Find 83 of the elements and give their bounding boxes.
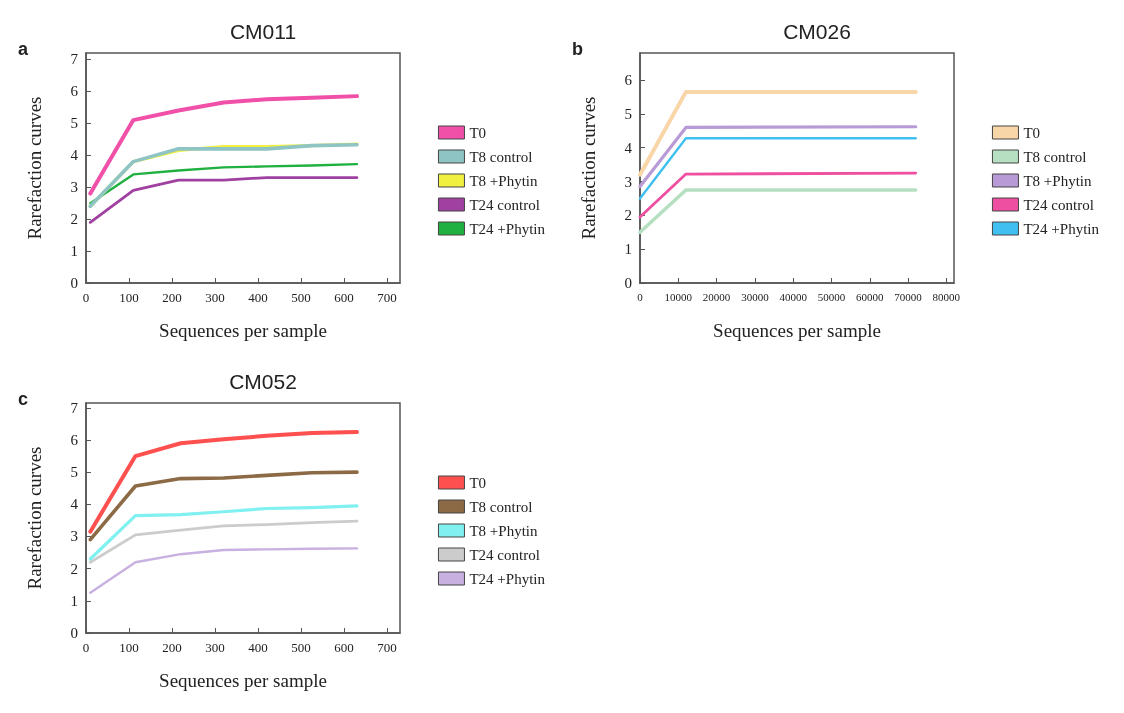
x-tick-label: 0 (637, 290, 644, 303)
y-tick-label: 5 (70, 115, 78, 132)
line-series (88, 176, 359, 224)
y-tick-label: 0 (70, 275, 78, 291)
x-tick-label: 100 (119, 640, 139, 655)
x-tick-label: 30000 (741, 290, 770, 303)
x-tick-label: 40000 (779, 290, 808, 303)
legend-label: T8 +Phytin (469, 172, 538, 189)
x-tick-label: 70000 (894, 290, 923, 303)
legend-label: T0 (469, 474, 487, 491)
x-tick-label: 60000 (856, 290, 885, 303)
x-tick-label: 300 (205, 640, 225, 655)
x-axis-title: Sequences per sample (159, 670, 327, 691)
legend-label: T8 control (1023, 148, 1087, 165)
legend-label: T8 +Phytin (1023, 172, 1092, 189)
legend-label: T8 +Phytin (469, 522, 538, 539)
x-tick-label: 100 (119, 290, 139, 305)
x-tick-label: 20000 (702, 290, 731, 303)
line-series (88, 470, 359, 542)
y-axis-title: Rarefaction curves (24, 446, 45, 590)
x-tick-label: 500 (291, 290, 311, 305)
x-tick-label: 500 (291, 640, 311, 655)
y-tick-label: 1 (70, 243, 78, 260)
x-axis-title: Sequences per sample (713, 320, 881, 341)
line-series (88, 429, 359, 534)
y-axis-title: Rarefaction curves (578, 96, 599, 240)
line-series (89, 162, 359, 205)
x-tick-label: 700 (377, 640, 397, 655)
x-tick-label: 0 (82, 640, 90, 655)
text: c (18, 389, 29, 409)
x-tick-label: 200 (162, 290, 182, 305)
y-tick-label: 0 (70, 625, 78, 641)
chart-title: CM011 (229, 20, 297, 43)
legend-label: T24 +Phytin (469, 220, 546, 237)
y-tick-label: 5 (70, 464, 78, 481)
x-tick-label: 300 (205, 290, 225, 305)
y-tick-label: 5 (624, 105, 632, 122)
y-tick-label: 6 (624, 72, 633, 89)
x-tick-label: 700 (377, 290, 397, 305)
x-tick-label: 80000 (932, 290, 961, 303)
y-tick-label: 7 (70, 51, 79, 68)
line-series (88, 504, 359, 561)
y-tick-label: 1 (70, 592, 78, 609)
y-tick-label: 4 (70, 147, 79, 164)
y-tick-label: 2 (70, 211, 78, 228)
y-tick-label: 7 (70, 399, 79, 416)
x-tick-label: 10000 (664, 290, 693, 303)
x-tick-label: 600 (334, 290, 354, 305)
x-tick-label: 0 (82, 290, 90, 305)
x-tick-label: 200 (162, 640, 182, 655)
legend-label: T24 control (1023, 196, 1094, 213)
y-tick-label: 3 (70, 528, 78, 545)
y-tick-label: 1 (624, 241, 632, 258)
y-tick-label: 3 (624, 173, 632, 190)
legend-label: T8 control (469, 498, 533, 515)
chart-title: CM026 (783, 20, 851, 43)
chart-title: CM052 (229, 370, 297, 393)
legend-label: T24 control (469, 546, 540, 563)
text: a (18, 39, 29, 59)
line-series (89, 547, 359, 594)
legend-label: T0 (1023, 124, 1041, 141)
x-tick-label: 50000 (817, 290, 846, 303)
legend-label: T8 control (469, 148, 533, 165)
y-tick-label: 2 (624, 207, 632, 224)
legend-label: T24 +Phytin (469, 570, 546, 587)
legend-label: T0 (469, 124, 487, 141)
x-tick-label: 600 (334, 640, 354, 655)
text: b (572, 39, 583, 59)
y-tick-label: 3 (70, 179, 78, 196)
legend-label: T24 +Phytin (1023, 220, 1100, 237)
y-tick-label: 6 (70, 431, 79, 448)
y-tick-label: 4 (624, 139, 633, 156)
y-tick-label: 2 (70, 560, 78, 577)
x-tick-label: 400 (248, 290, 268, 305)
y-tick-label: 0 (624, 275, 632, 291)
x-axis-title: Sequences per sample (159, 320, 327, 341)
x-tick-label: 400 (248, 640, 268, 655)
y-axis-title: Rarefaction curves (24, 96, 45, 240)
line-series (88, 519, 359, 564)
line-series (88, 94, 359, 196)
legend-label: T24 control (469, 196, 540, 213)
y-tick-label: 4 (70, 496, 79, 513)
y-tick-label: 6 (70, 83, 79, 100)
